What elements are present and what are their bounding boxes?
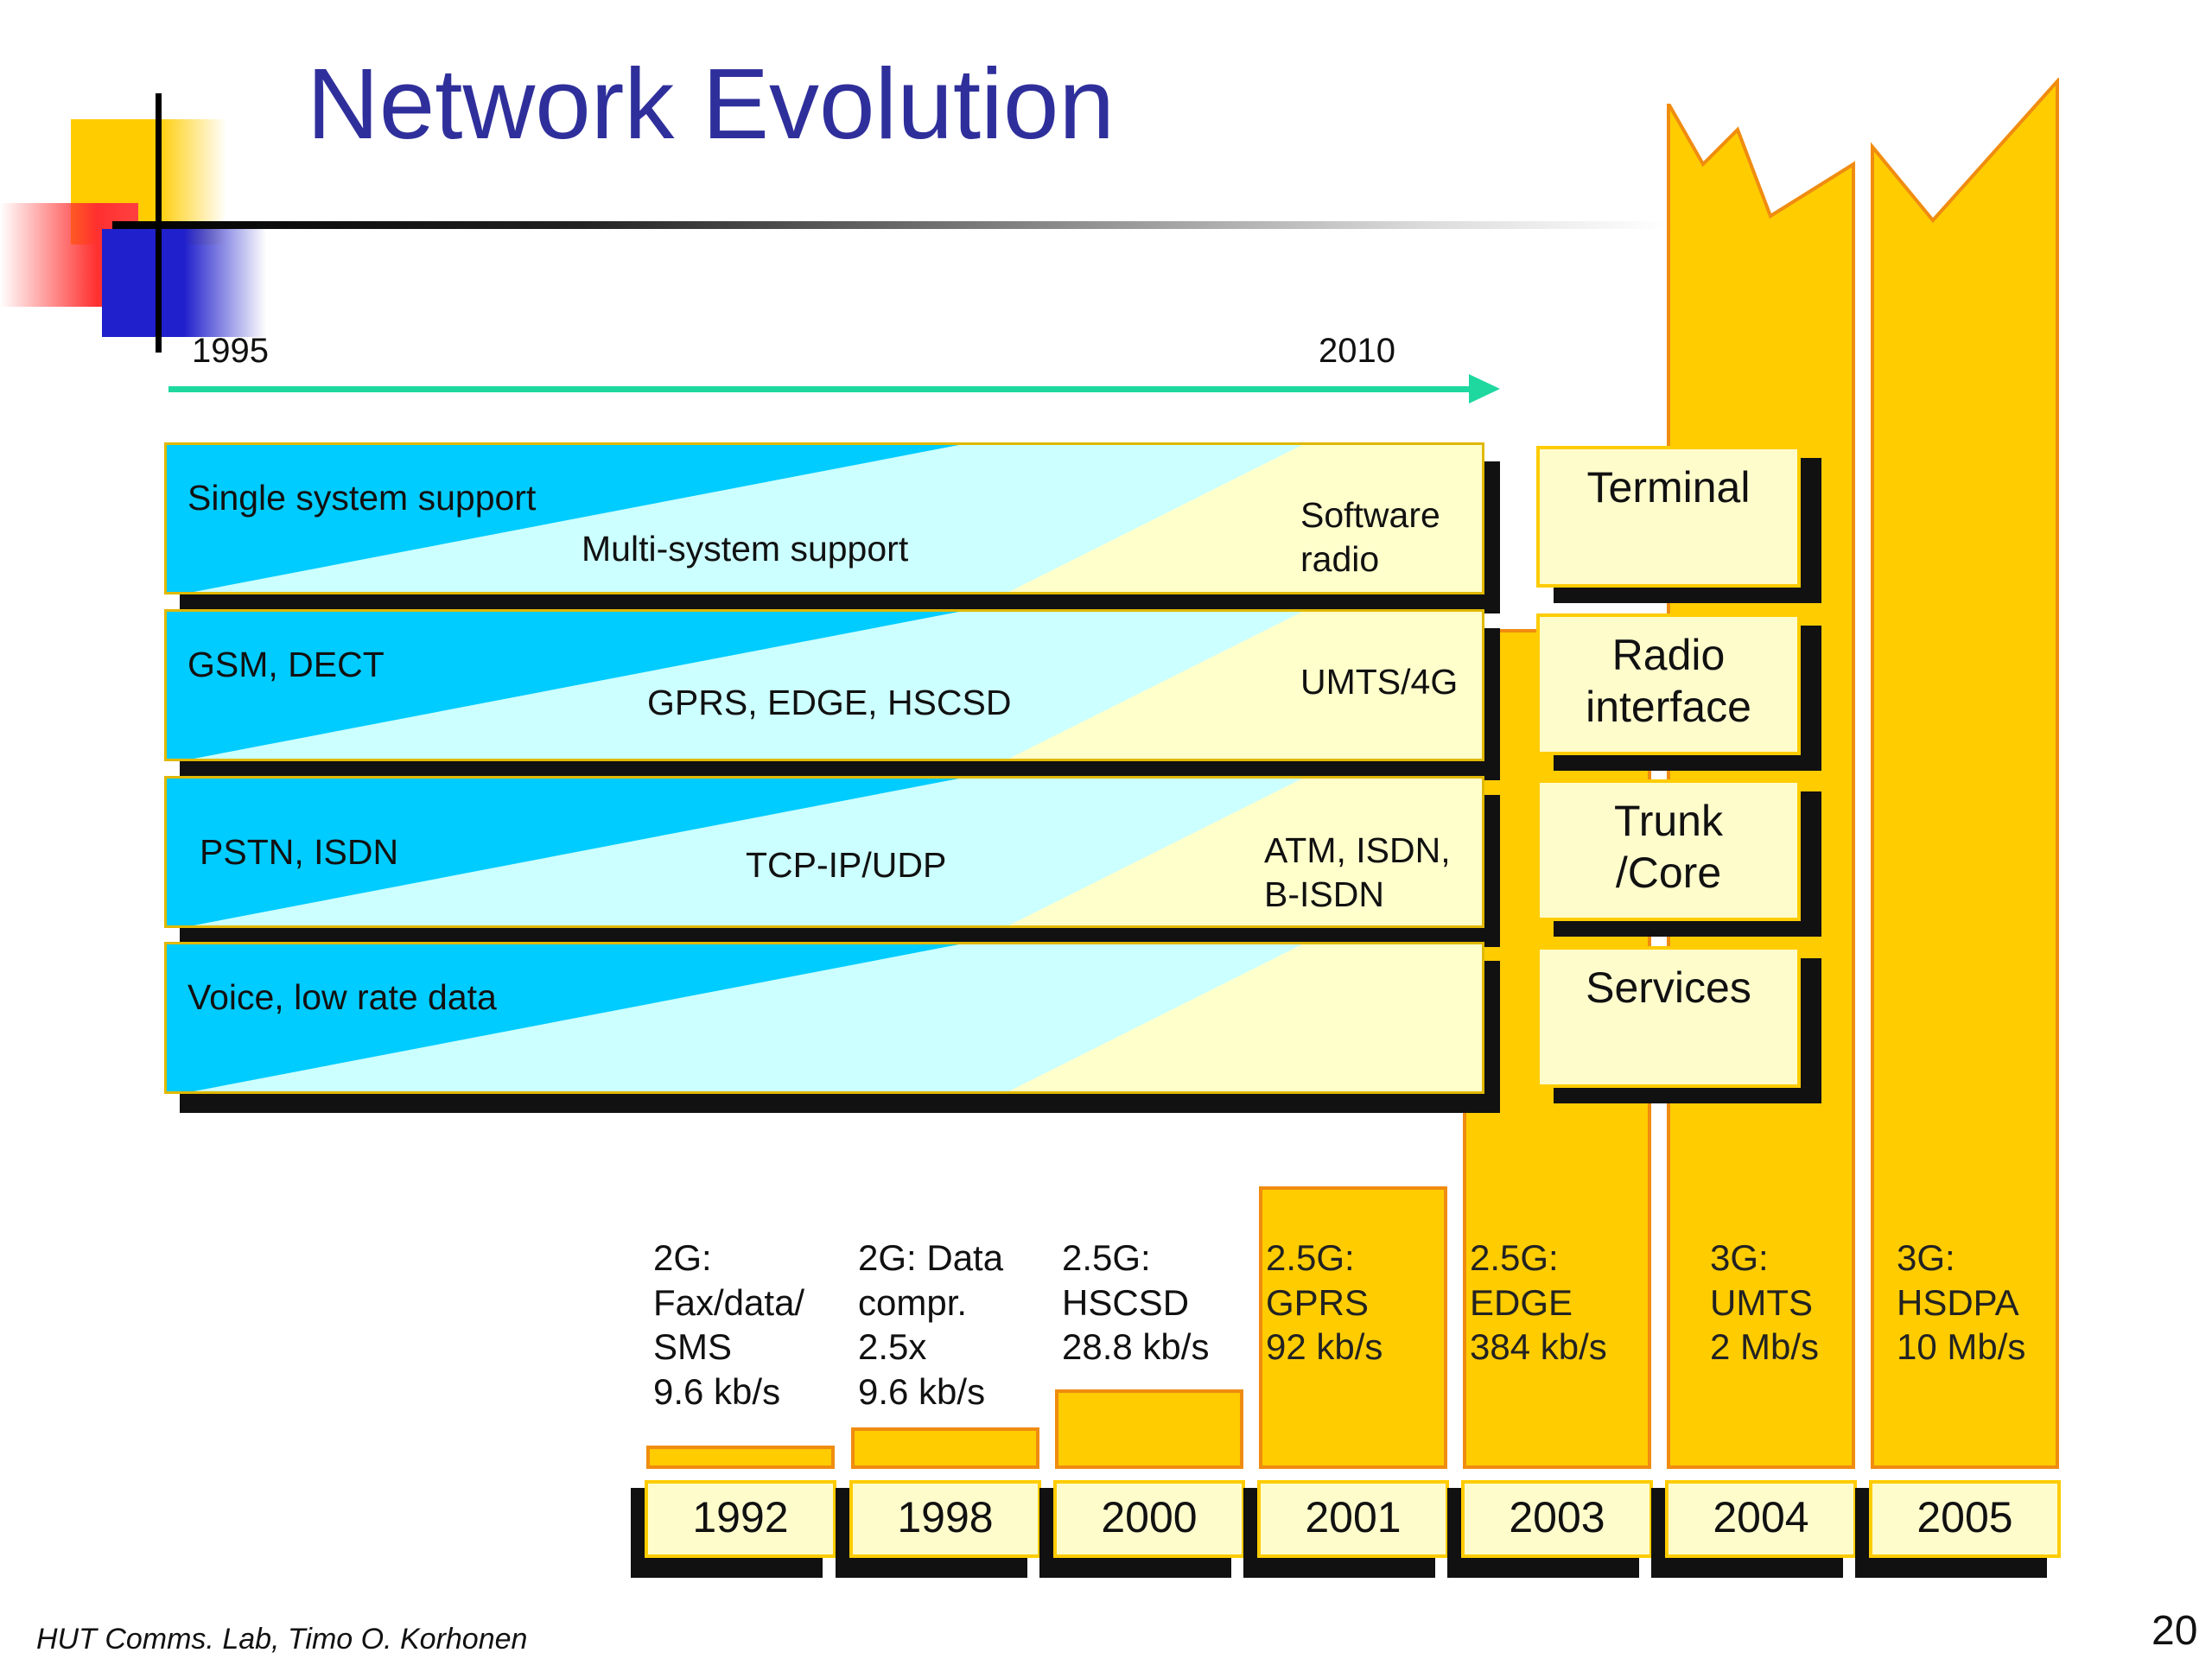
evolution-band-4: Voice, low rate data <box>164 942 1484 1094</box>
generation-label-1992: 2G: Fax/data/SMS 9.6 kb/s <box>653 1237 805 1412</box>
layer-box-1: Terminal <box>1536 446 1801 588</box>
generation-label-1998: 2G: Data compr. 2.5x 9.6 kb/s <box>858 1237 1004 1412</box>
generation-label-2001: 2.5G: GPRS 92 kb/s <box>1266 1237 1383 1368</box>
year-box-2000: 2000 <box>1053 1480 1245 1558</box>
evolution-band-3: PSTN, ISDN TCP-IP/UDP ATM, ISDN, B-ISDN <box>164 776 1484 928</box>
timeline-start-year: 1995 <box>192 332 269 370</box>
evolution-band-1: Single system support Multi-system suppor… <box>164 442 1484 594</box>
title-underline <box>112 221 1668 229</box>
band-left-text: Voice, low rate data <box>188 977 497 1017</box>
layer-box-3: Trunk/Core <box>1536 779 1801 921</box>
rate-column-1998 <box>851 1427 1039 1469</box>
generation-label-2000: 2.5G: HSCSD 28.8 kb/s <box>1062 1237 1210 1368</box>
generation-label-2004: 3G: UMTS 2 Mb/s <box>1710 1237 1820 1368</box>
generation-label-2005: 3G: HSDPA 10 Mb/s <box>1897 1237 2026 1368</box>
band-left-text: Single system support <box>188 478 537 518</box>
rate-column-2005 <box>1871 78 2059 1469</box>
year-box-1998: 1998 <box>849 1480 1041 1558</box>
band-middle-text: GPRS, EDGE, HSCSD <box>647 683 1012 722</box>
rate-column-1992 <box>646 1446 835 1469</box>
evolution-band-2: GSM, DECT GPRS, EDGE, HSCSD UMTS/4G <box>164 609 1484 761</box>
year-box-2001: 2001 <box>1257 1480 1449 1558</box>
layer-box-4: Services <box>1536 946 1801 1088</box>
year-box-2004: 2004 <box>1665 1480 1857 1558</box>
band-middle-text: Multi-system support <box>582 529 909 569</box>
page-number: 20 <box>2152 1608 2198 1654</box>
year-box-1992: 1992 <box>645 1480 836 1558</box>
timeline-arrowhead <box>1469 374 1500 404</box>
band-middle-text: TCP-IP/UDP <box>746 845 947 885</box>
year-box-2003: 2003 <box>1461 1480 1653 1558</box>
band-right-text: ATM, ISDN, B-ISDN <box>1264 830 1451 915</box>
timeline-arrow-line <box>168 386 1482 392</box>
title-decoration-blue <box>102 229 266 337</box>
rate-column-2000 <box>1055 1389 1243 1469</box>
timeline-end-year: 2010 <box>1319 332 1395 370</box>
band-right-text: Software radio <box>1300 495 1440 580</box>
rate-column-2001 <box>1259 1186 1447 1469</box>
page-title: Network Evolution <box>307 48 1115 160</box>
band-left-text: PSTN, ISDN <box>200 832 399 872</box>
year-box-2005: 2005 <box>1869 1480 2061 1558</box>
band-right-text: UMTS/4G <box>1300 662 1459 702</box>
title-vertical-rule <box>156 93 162 353</box>
layer-box-2: Radio interface <box>1536 613 1801 755</box>
generation-label-2003: 2.5G: EDGE 384 kb/s <box>1470 1237 1607 1368</box>
footer-credit: HUT Comms. Lab, Timo O. Korhonen <box>36 1623 528 1656</box>
band-left-text: GSM, DECT <box>188 645 385 684</box>
